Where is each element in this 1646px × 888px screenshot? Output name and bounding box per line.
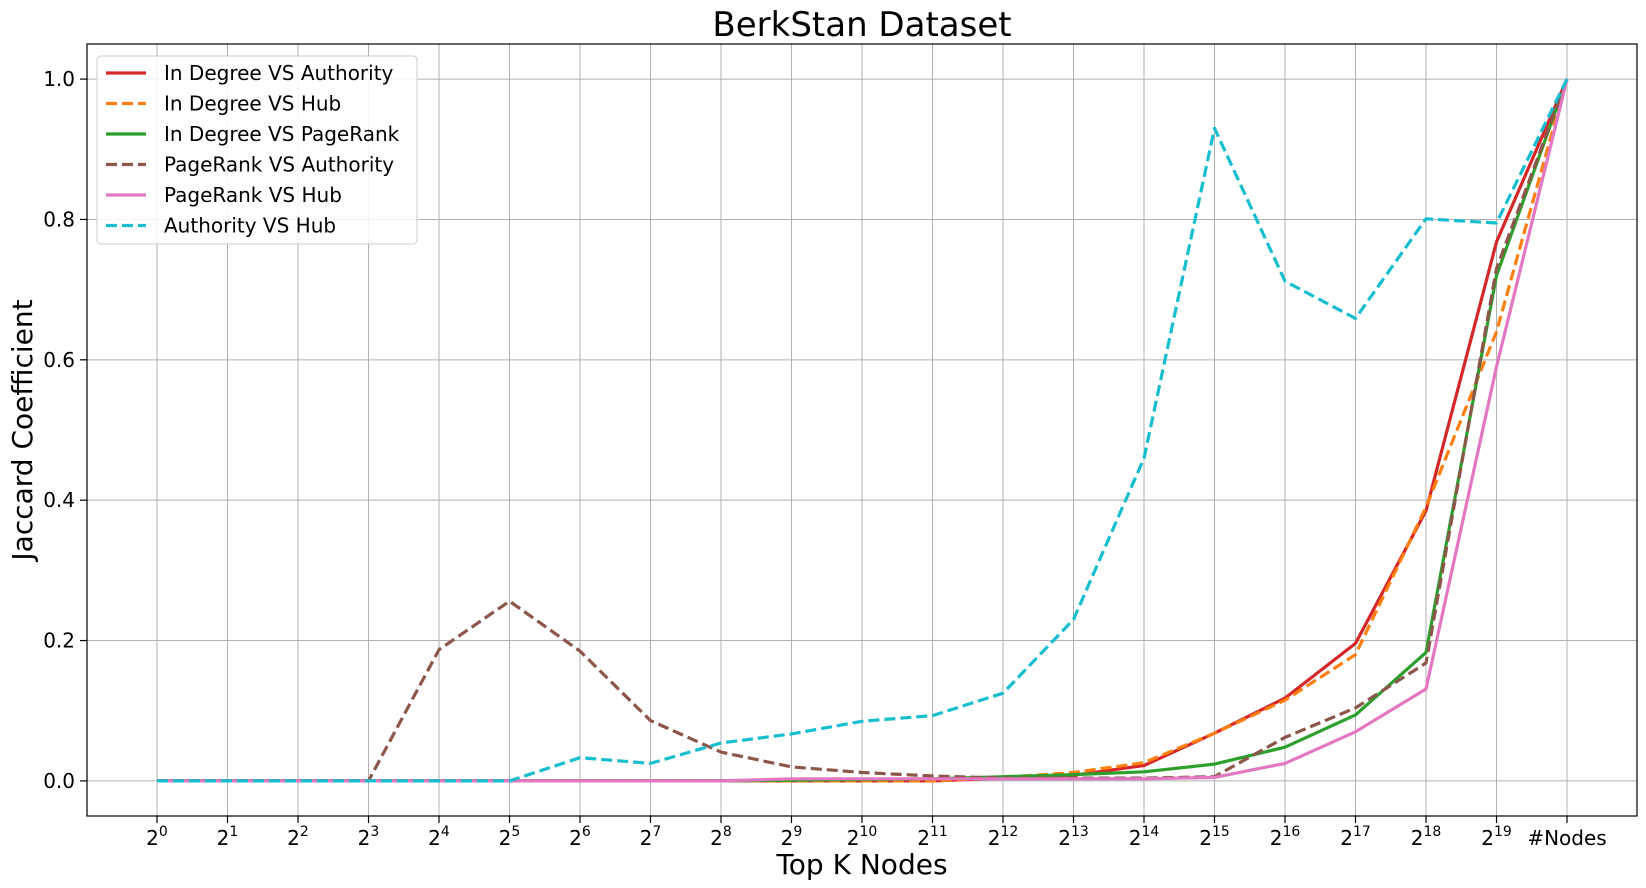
legend-label: In Degree VS PageRank: [164, 122, 400, 146]
y-axis-ticks: 0.0 0.2 0.4 0.6 0.8 1.0: [43, 67, 87, 793]
legend-label: PageRank VS Hub: [164, 183, 342, 207]
series-line-5: [157, 78, 1569, 783]
legend: In Degree VS Authority In Degree VS Hub In…: [96, 55, 418, 245]
x-tick-label: 23: [358, 824, 380, 850]
x-tick-exponent: 17: [1353, 824, 1371, 840]
y-tick-label: 0.2: [43, 629, 75, 653]
x-tick-exponent: 6: [582, 824, 591, 840]
y-tick-label: 0.4: [43, 488, 75, 512]
x-tick-exponent: 5: [511, 824, 520, 840]
x-tick-exponent: 3: [370, 824, 379, 840]
x-tick-label: 214: [1129, 824, 1160, 850]
x-tick-label: 26: [569, 824, 591, 850]
x-tick-base: 2: [781, 826, 794, 850]
x-tick-base: 2: [146, 826, 159, 850]
x-tick-label: 215: [1199, 824, 1230, 850]
y-tick-label: 0.8: [43, 207, 75, 231]
x-tick-exponent: 2: [300, 824, 309, 840]
x-axis-ticks: 20 21 22 23 24 25 26 27 28 29 210 211 212 213 214 215 21…: [146, 816, 1607, 850]
x-tick-base: 2: [569, 826, 582, 850]
x-tick-base: 2: [1270, 826, 1283, 850]
x-tick-exponent: 0: [159, 824, 168, 840]
x-tick-label: 217: [1340, 824, 1371, 850]
legend-label: PageRank VS Authority: [164, 153, 394, 177]
x-tick-exponent: 14: [1141, 824, 1159, 840]
x-tick-label: #Nodes: [1527, 826, 1606, 850]
x-tick-base: 2: [358, 826, 371, 850]
x-tick-exponent: 7: [652, 824, 661, 840]
x-tick-label: 213: [1058, 824, 1089, 850]
x-tick-label: 21: [217, 824, 239, 850]
chart-title: BerkStan Dataset: [712, 5, 1011, 45]
legend-label: In Degree VS Hub: [164, 92, 341, 116]
x-tick-base: 2: [1340, 826, 1353, 850]
x-axis-label: Top K Nodes: [775, 848, 947, 881]
x-tick-base: 2: [217, 826, 230, 850]
legend-items: In Degree VS Authority In Degree VS Hub In…: [106, 61, 400, 238]
x-tick-exponent: 9: [793, 824, 802, 840]
x-tick-base: 2: [1411, 826, 1424, 850]
plot-area-frame: [86, 43, 1638, 817]
x-tick-exponent: 4: [441, 824, 450, 840]
y-tick-label: 0.0: [43, 769, 75, 793]
x-tick-label: 24: [428, 824, 450, 850]
x-tick-base: 2: [428, 826, 441, 850]
x-tick-label: 29: [781, 824, 803, 850]
x-tick-label: 210: [847, 824, 878, 850]
x-tick-base: 2: [917, 826, 930, 850]
x-tick-base: 2: [640, 826, 653, 850]
x-tick-label: 212: [988, 824, 1019, 850]
x-tick-exponent: 8: [723, 824, 732, 840]
legend-box: [96, 55, 418, 245]
x-tick-label: 27: [640, 824, 662, 850]
x-tick-base: 2: [1199, 826, 1212, 850]
x-tick-exponent: 18: [1423, 824, 1441, 840]
x-tick-label: 216: [1270, 824, 1301, 850]
x-tick-base: #Nodes: [1527, 826, 1606, 850]
x-tick-exponent: 11: [930, 824, 948, 840]
y-tick-label: 0.6: [43, 348, 75, 372]
legend-label: In Degree VS Authority: [164, 61, 394, 85]
x-tick-base: 2: [847, 826, 860, 850]
legend-label: Authority VS Hub: [164, 214, 336, 238]
x-tick-label: 218: [1411, 824, 1442, 850]
x-tick-base: 2: [988, 826, 1001, 850]
x-tick-base: 2: [499, 826, 512, 850]
x-tick-exponent: 16: [1282, 824, 1300, 840]
x-tick-label: 22: [287, 824, 309, 850]
x-tick-label: 219: [1481, 824, 1512, 850]
x-tick-base: 2: [287, 826, 300, 850]
x-tick-exponent: 13: [1071, 824, 1089, 840]
x-tick-label: 20: [146, 824, 168, 850]
x-tick-base: 2: [1481, 826, 1494, 850]
x-tick-base: 2: [1058, 826, 1071, 850]
x-tick-base: 2: [1129, 826, 1142, 850]
series-line-3: [157, 78, 1569, 783]
y-axis-label: Jaccard Coefficient: [6, 299, 39, 562]
x-tick-exponent: 15: [1212, 824, 1230, 840]
x-tick-exponent: 19: [1494, 824, 1512, 840]
y-tick-label: 1.0: [43, 67, 75, 91]
x-tick-label: 25: [499, 824, 521, 850]
series-lines: [157, 78, 1569, 783]
x-tick-label: 28: [710, 824, 732, 850]
x-tick-exponent: 12: [1000, 824, 1018, 840]
x-tick-exponent: 1: [229, 824, 238, 840]
x-tick-base: 2: [710, 826, 723, 850]
x-tick-exponent: 10: [859, 824, 877, 840]
x-tick-label: 211: [917, 824, 948, 850]
